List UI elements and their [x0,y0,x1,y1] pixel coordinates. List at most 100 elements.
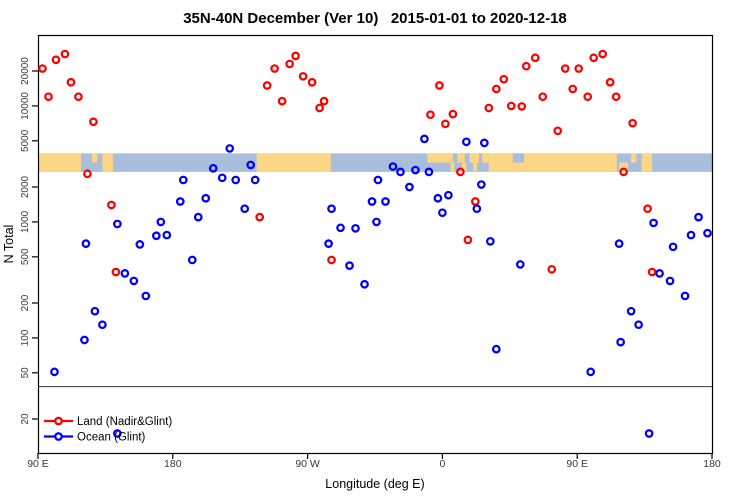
data-point [479,138,489,148]
data-point [433,193,443,203]
data-point [614,239,624,248]
svg-text:200: 200 [20,294,31,311]
data-point [619,167,628,177]
data-point [298,71,308,81]
data-point [327,255,336,265]
data-point [515,260,525,269]
data-point [471,197,480,206]
y-axis: 20 50 100 200 500 1000 2000 5000 10000 20000 N Tot… [2,57,38,425]
data-point [499,74,509,84]
data-point [66,77,76,87]
data-point [262,81,272,90]
data-point [456,167,465,177]
data-point [246,160,256,170]
data-point [420,134,429,144]
data-point [530,53,540,63]
data-point [491,344,501,354]
data-point [381,197,390,206]
data-point [38,64,47,73]
data-point [553,126,563,136]
data-point [98,320,107,330]
svg-text:2000: 2000 [20,175,31,198]
data-point [491,84,501,94]
data-point [703,228,712,238]
svg-text:500: 500 [20,248,31,265]
data-point [586,367,596,377]
data-point [665,276,675,286]
data-point [113,219,122,229]
data-point [476,180,486,189]
data-point [484,103,494,113]
data-point [574,64,584,73]
data-point [151,231,161,241]
data-point [324,239,333,248]
data-point [643,204,652,214]
data-point [336,223,345,233]
data-point [277,96,287,106]
plot-border [37,34,714,455]
data-point [291,51,300,61]
svg-text:20000: 20000 [20,57,31,85]
data-point [611,92,621,102]
data-point [120,269,130,278]
data-point [589,53,599,63]
data-point [80,335,89,345]
data-point [616,337,625,347]
data-point [129,276,139,286]
data-point [81,239,91,248]
data-point [462,137,471,147]
data-point [255,212,265,222]
data-point [178,175,188,185]
data-point [60,49,70,59]
data-point [626,306,636,316]
data-point [111,267,121,277]
data-point [345,261,354,270]
data-point [598,49,608,59]
svg-text:10000: 10000 [20,92,31,120]
legend: Land (Nadir&Glint) Ocean (Glint) [44,416,172,444]
chart-title: 35N-40N December (Ver 10) 2015-01-01 to … [183,10,567,27]
x-axis-title: Longitude (deg E) [325,477,424,491]
svg-text:90 W: 90 W [295,458,320,470]
data-point [225,144,235,153]
svg-text:20: 20 [20,413,31,425]
data-point [405,182,414,192]
data-point [568,84,578,94]
y-axis-title: N Total [2,225,16,264]
data-point [51,55,61,65]
land-series-points [38,49,657,277]
data-point [411,165,420,175]
data-point [193,212,203,222]
data-point [250,175,260,185]
data-point [351,224,360,233]
svg-text:180: 180 [703,458,721,470]
svg-text:50: 50 [20,367,31,379]
data-point [240,204,250,214]
data-point [686,230,696,240]
x-axis: 90 E 180 90 W 0 90 E 180 Longitude (deg E) [27,453,721,491]
data-point [113,429,122,438]
data-point [506,101,516,111]
data-point [438,208,447,218]
data-point [424,167,434,177]
data-point [560,64,570,73]
data-point [644,429,654,438]
data-point [435,81,444,90]
data-point [89,117,98,127]
ocean-series-points [50,134,712,438]
data-point [327,204,336,214]
data-point [655,269,664,278]
data-point [472,204,482,214]
data-point [315,103,324,113]
svg-text:5000: 5000 [20,129,31,152]
data-point [396,167,405,177]
data-point [44,92,53,102]
data-point [270,64,279,73]
data-point [187,255,197,265]
data-point [74,92,83,102]
data-point [538,92,548,102]
data-point [680,291,690,301]
legend-label: Ocean (Glint) [77,432,146,444]
data-point [83,169,92,179]
